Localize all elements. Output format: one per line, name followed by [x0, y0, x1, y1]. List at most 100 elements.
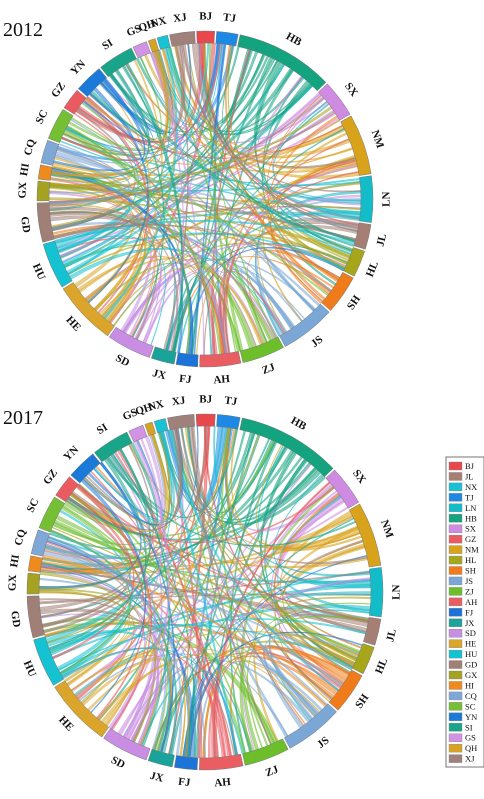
- region-label-sx: SX: [342, 80, 360, 98]
- region-label-sh: SH: [345, 293, 363, 312]
- region-label-xj: XJ: [171, 394, 186, 408]
- legend-swatch-sx: [448, 524, 463, 533]
- region-label-js: JS: [315, 734, 332, 751]
- region-label-nx: NX: [149, 15, 167, 31]
- region-label-gd: GD: [8, 610, 22, 628]
- arc-cq: [40, 139, 60, 166]
- arc-zj: [239, 336, 284, 363]
- arc-gs: [128, 424, 148, 443]
- legend-swatch-ln: [448, 503, 463, 512]
- region-label-xj: XJ: [173, 11, 188, 25]
- legend-swatch-sc: [448, 702, 463, 711]
- legend-swatch-xj: [448, 754, 463, 763]
- legend-label-qh: QH: [465, 743, 477, 753]
- region-label-fj: FJ: [179, 373, 193, 386]
- arc-qh: [147, 38, 159, 53]
- region-label-gd: GD: [18, 216, 32, 234]
- region-label-gz: GZ: [49, 80, 68, 100]
- arc-tj: [216, 414, 241, 430]
- region-label-hu: HU: [30, 262, 48, 282]
- region-label-hi: HI: [8, 554, 22, 569]
- legend-label-gs: GS: [465, 733, 476, 743]
- region-label-js: JS: [309, 334, 326, 351]
- legend-label-yn: YN: [465, 712, 477, 722]
- region-label-yn: YN: [61, 444, 81, 464]
- arc-hl: [352, 643, 375, 675]
- legend-label-zj: ZJ: [465, 586, 474, 596]
- arc-yn: [77, 68, 108, 97]
- legend-swatch-nm: [448, 545, 463, 554]
- region-label-cq: CQ: [12, 527, 28, 547]
- arc-nm: [348, 503, 382, 568]
- region-label-hu: HU: [21, 659, 39, 679]
- region-label-si: SI: [100, 37, 115, 53]
- region-label-bj: BJ: [199, 394, 212, 406]
- region-label-fj: FJ: [178, 776, 192, 789]
- legend-label-nx: NX: [465, 482, 477, 492]
- arc-yn: [70, 453, 101, 484]
- arc-sh: [321, 272, 354, 311]
- region-label-jx: JX: [149, 770, 165, 785]
- legend-label-ah: AH: [465, 597, 477, 607]
- legend-swatch-bj: [448, 461, 463, 471]
- arc-ln: [359, 175, 374, 223]
- arc-gs: [132, 41, 151, 59]
- year-label-2017: 2017: [3, 407, 43, 429]
- region-label-hb: HB: [289, 415, 309, 434]
- region-label-qh: QH: [137, 17, 157, 34]
- region-label-ln: LN: [381, 191, 393, 206]
- legend-label-sh: SH: [465, 566, 476, 576]
- region-label-nx: NX: [147, 398, 165, 414]
- region-label-tj: TJ: [224, 394, 239, 408]
- legend: BJJLNXTJLNHBSXGZNMHLSHJSZJAHFJJXSDHEHUGD…: [445, 456, 484, 768]
- region-label-gz: GZ: [41, 467, 60, 487]
- arc-gz: [55, 476, 79, 503]
- arc-sx: [318, 83, 351, 121]
- arc-sh: [328, 669, 363, 711]
- arc-cq: [30, 529, 50, 557]
- region-label-si: SI: [95, 421, 110, 437]
- region-label-hi: HI: [18, 162, 32, 177]
- legend-swatch-he: [448, 639, 463, 648]
- region-label-sd: SD: [114, 352, 132, 369]
- region-arcs-2017: [26, 413, 384, 771]
- legend-label-cq: CQ: [465, 691, 477, 701]
- legend-label-jl: JL: [465, 471, 474, 481]
- legend-swatch-hl: [448, 555, 463, 565]
- region-label-gs: GS: [121, 406, 139, 423]
- arc-js: [284, 703, 337, 749]
- region-label-tj: TJ: [222, 11, 237, 25]
- region-label-sd: SD: [109, 754, 127, 771]
- arc-zj: [242, 738, 289, 766]
- arc-jl: [363, 617, 382, 646]
- legend-label-he: HE: [465, 639, 476, 649]
- legend-swatch-yn: [448, 712, 463, 721]
- region-label-jl: JL: [375, 233, 390, 248]
- arc-gd: [36, 202, 55, 243]
- legend-swatch-gx: [448, 670, 463, 680]
- arc-jx: [147, 748, 175, 768]
- arc-hl: [343, 247, 366, 277]
- arc-he: [54, 680, 110, 738]
- region-label-cq: CQ: [22, 137, 38, 157]
- region-label-gx: GX: [6, 574, 19, 591]
- legend-swatch-ah: [448, 597, 463, 607]
- legend-swatch-hi: [448, 681, 463, 690]
- arc-ah: [199, 351, 242, 368]
- arc-hu: [42, 240, 73, 288]
- arc-hu: [33, 636, 65, 686]
- region-label-he: HE: [63, 314, 83, 334]
- legend-label-tj: TJ: [465, 492, 474, 502]
- arc-si: [100, 47, 137, 78]
- arc-sd: [108, 326, 154, 358]
- legend-label-sd: SD: [465, 628, 476, 638]
- legend-swatch-jl: [448, 472, 463, 481]
- legend-label-fj: FJ: [465, 607, 474, 617]
- arc-nx: [156, 34, 171, 50]
- arc-gd: [26, 595, 45, 639]
- legend-label-hu: HU: [465, 649, 477, 659]
- arc-nx: [153, 418, 169, 434]
- legend-swatch-zj: [448, 587, 463, 596]
